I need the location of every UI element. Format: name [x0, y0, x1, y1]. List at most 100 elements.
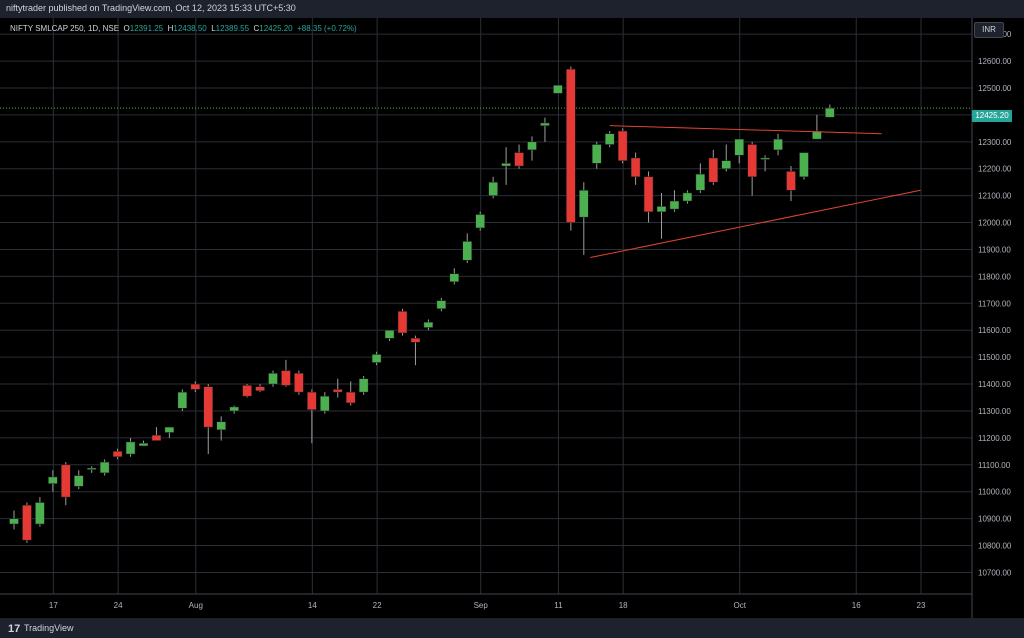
currency-button[interactable]: INR — [974, 22, 1004, 38]
candle-body — [488, 181, 498, 196]
candle-body — [825, 107, 835, 118]
tradingview-logo-icon[interactable]: 17 — [8, 623, 21, 635]
last-price-tag: 12425.20 — [972, 110, 1012, 122]
candle-body — [604, 133, 615, 145]
low-value: 12389.55 — [215, 24, 250, 33]
candle-body — [630, 157, 641, 178]
candle-body — [384, 329, 395, 339]
candle-body — [125, 441, 136, 455]
y-tick-label: 11800.00 — [978, 272, 1011, 281]
y-tick-label: 11000.00 — [978, 488, 1011, 497]
candle-body — [216, 421, 226, 431]
candle-body — [190, 383, 201, 390]
candle-body — [682, 192, 693, 202]
y-tick-label: 11400.00 — [978, 380, 1011, 389]
candle-body — [423, 321, 434, 328]
y-tick-label: 11600.00 — [978, 326, 1011, 335]
candle-body — [708, 157, 719, 183]
high-key: H — [167, 24, 174, 33]
candle-body — [242, 385, 252, 397]
candle-body — [268, 373, 278, 385]
high-value: 12438.50 — [173, 24, 207, 33]
candle-body — [307, 391, 317, 410]
y-tick-label: 12200.00 — [978, 165, 1012, 174]
trendline — [590, 189, 921, 259]
close-key: C — [253, 24, 260, 33]
y-tick-label: 11200.00 — [978, 434, 1011, 443]
close-value: 12425.20 — [259, 24, 293, 33]
x-tick-label: Sep — [474, 601, 489, 610]
candle-body — [294, 373, 304, 393]
chart-background — [0, 18, 1024, 618]
x-tick-label: Oct — [733, 601, 746, 610]
candle-body — [812, 130, 822, 140]
candle-body — [151, 434, 162, 441]
candle-body — [462, 241, 472, 261]
candle-body — [358, 378, 369, 393]
symbol-legend: NIFTY SMLCAP 250, 1D, NSE O12391.25 H124… — [10, 24, 357, 33]
low-key: L — [211, 24, 216, 33]
open-value: 12391.25 — [129, 24, 164, 33]
candle-body — [617, 130, 628, 161]
publish-header: niftytrader published on TradingView.com… — [0, 0, 1024, 18]
candle-body — [449, 273, 460, 283]
change-value: +88.35 (+0.72%) — [297, 24, 357, 33]
x-tick-label: 23 — [917, 601, 926, 610]
y-tick-label: 11500.00 — [978, 353, 1011, 362]
candle-body — [410, 338, 421, 343]
y-tick-label: 12600.00 — [978, 57, 1012, 66]
candle-body — [527, 141, 537, 151]
y-tick-label: 10700.00 — [978, 568, 1012, 577]
open-key: O — [123, 24, 130, 33]
candle-body — [320, 395, 330, 412]
y-tick-label: 10900.00 — [978, 515, 1012, 524]
y-tick-label: 12000.00 — [978, 219, 1012, 228]
candle-body — [799, 152, 809, 178]
candle-body — [734, 138, 744, 156]
candle-body — [112, 451, 123, 457]
publish-info-text: niftytrader published on TradingView.com… — [6, 3, 296, 13]
x-tick-label: 16 — [852, 601, 861, 610]
candle-body — [281, 370, 291, 386]
y-tick-label: 12300.00 — [978, 138, 1012, 147]
candle-body — [48, 476, 58, 484]
candle-body — [436, 300, 447, 309]
candle-body — [553, 85, 563, 94]
candle-body — [786, 171, 796, 191]
tradingview-brand[interactable]: TradingView — [24, 623, 74, 633]
footer-bar: 17 TradingView — [0, 618, 1024, 638]
candle-body — [255, 386, 265, 392]
candle-body — [371, 354, 382, 363]
candle-body — [74, 475, 84, 487]
candle-body — [9, 518, 19, 525]
candlestick-chart[interactable]: 10700.00 10800.00 10900.00 11000.00 11100.00… — [0, 18, 1024, 618]
candle-body — [579, 190, 589, 218]
x-tick-label: 18 — [619, 601, 628, 610]
y-tick-label: 12100.00 — [978, 192, 1012, 201]
candle-body — [747, 144, 757, 178]
candle-body — [760, 157, 770, 160]
candle-body — [592, 144, 602, 164]
candle-body — [656, 206, 667, 213]
candle-body — [177, 391, 188, 409]
candle-body — [514, 152, 524, 167]
x-tick-label: 17 — [49, 601, 58, 610]
candle-body — [773, 138, 783, 151]
y-tick-label: 12500.00 — [978, 84, 1012, 93]
x-tick-label: 11 — [554, 601, 563, 610]
candle-body — [86, 467, 97, 470]
x-tick-label: 22 — [373, 601, 382, 610]
candle-body — [669, 200, 680, 210]
x-tick-label: 24 — [114, 601, 123, 610]
y-tick-label: 11300.00 — [978, 407, 1011, 416]
candle-body — [721, 160, 731, 169]
trendline — [609, 125, 882, 135]
y-tick-label: 11900.00 — [978, 245, 1011, 254]
candle-body — [566, 68, 576, 223]
candle-body — [61, 464, 71, 498]
y-tick-label: 10800.00 — [978, 542, 1012, 551]
candle-body — [203, 386, 213, 428]
x-tick-label: Aug — [189, 601, 203, 610]
candle-body — [475, 214, 485, 229]
candle-body — [695, 173, 706, 191]
